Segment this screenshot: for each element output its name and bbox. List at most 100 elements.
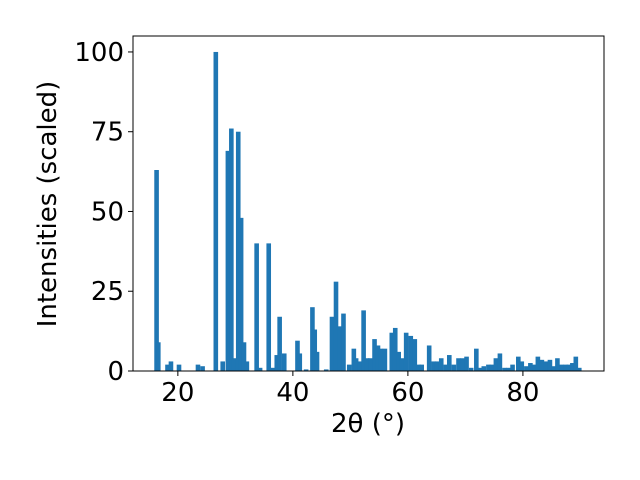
bar [254,243,259,371]
bar [563,364,568,371]
bar [510,364,515,371]
bar [165,364,170,371]
bar [497,353,503,371]
y-tick-label: 50 [91,197,124,227]
bar [573,356,579,371]
bar [438,358,444,371]
bar [333,281,339,371]
y-tick-label: 75 [91,118,124,148]
bar [451,364,457,371]
bar [314,351,320,371]
bar [519,361,525,371]
bar [502,367,507,371]
bar [547,359,553,371]
bar [566,364,572,371]
bar [353,358,359,371]
bar [481,366,487,371]
x-axis-label: 2θ (°) [331,409,405,439]
bar [270,367,276,371]
bar [229,128,234,371]
bar [551,366,556,371]
bar [399,358,405,371]
bar [396,351,401,371]
bar [372,339,377,371]
bar [382,348,388,371]
bar [241,342,247,371]
bar [368,358,373,371]
bar [489,364,495,371]
bar [493,358,499,371]
bar [447,355,452,371]
bar [357,361,363,371]
y-axis-label: Intensities (scaled) [33,81,63,328]
bar [195,364,201,371]
bar [576,367,582,371]
bar [477,367,483,371]
bar [213,51,219,371]
bar [297,353,303,371]
x-tick-label: 40 [276,378,309,408]
bar [244,361,250,371]
bar [168,361,174,371]
x-tick-label: 20 [161,378,194,408]
bar [378,348,384,371]
bar [238,217,244,371]
bar [235,131,241,371]
bar [570,363,575,371]
x-tick-label: 80 [506,378,539,408]
bar [426,345,432,371]
bar [375,345,381,371]
bar [464,356,469,371]
bar [412,339,418,371]
x-tick-label: 60 [391,378,424,408]
bar [403,332,409,371]
bar [443,364,449,371]
bar [176,364,182,371]
bar [532,364,537,371]
bar [528,363,533,371]
bar [225,150,231,371]
bar [516,356,521,371]
bar [323,369,329,371]
bar [392,327,398,371]
bar [535,356,541,371]
bar [154,170,159,371]
bar [257,367,263,371]
bar [416,364,422,371]
bar [431,361,437,371]
bar [277,316,282,371]
bar [419,364,424,371]
bar [220,361,226,371]
bar [486,364,491,371]
bar [341,313,346,371]
y-tick-label: 0 [107,357,124,387]
bar [351,348,357,371]
bar [434,361,440,371]
bar [543,361,549,371]
y-tick-label: 25 [91,277,124,307]
bar [346,364,352,371]
bar [200,366,205,371]
bar [524,366,529,371]
bar [555,358,560,371]
bar [231,358,237,371]
bar [329,316,335,371]
bar [539,359,545,371]
plot-frame [132,35,605,372]
bar [474,348,479,371]
bar [364,358,370,371]
bar [337,326,343,371]
bar [361,310,366,371]
bar [312,329,318,371]
bar [303,369,309,371]
bar [408,335,414,371]
bar [506,367,511,371]
bar [559,364,564,371]
bar [468,367,474,371]
bar [266,243,272,371]
bar [281,353,287,371]
bar [456,358,461,371]
bar [274,355,280,371]
bar [389,332,395,371]
